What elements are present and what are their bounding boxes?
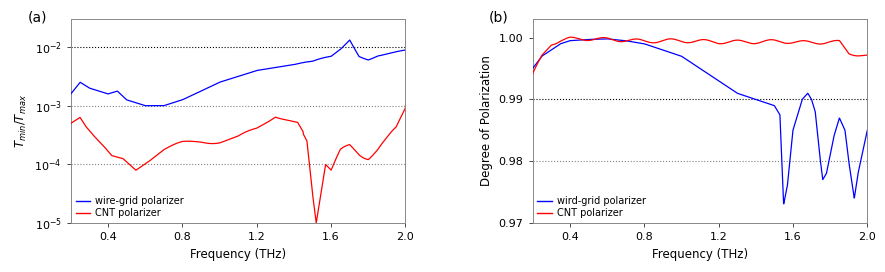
Text: (b): (b)	[489, 11, 509, 25]
Text: (a): (a)	[27, 11, 47, 25]
Y-axis label: $T_{min}/T_{max}$: $T_{min}/T_{max}$	[14, 94, 29, 148]
X-axis label: Frequency (THz): Frequency (THz)	[190, 248, 286, 261]
Legend: wird-grid polarizer, CNT polarizer: wird-grid polarizer, CNT polarizer	[537, 196, 646, 218]
Legend: wire-grid polarizer, CNT polarizer: wire-grid polarizer, CNT polarizer	[75, 196, 184, 218]
X-axis label: Frequency (THz): Frequency (THz)	[652, 248, 748, 261]
Y-axis label: Degree of Polarization: Degree of Polarization	[481, 55, 493, 187]
